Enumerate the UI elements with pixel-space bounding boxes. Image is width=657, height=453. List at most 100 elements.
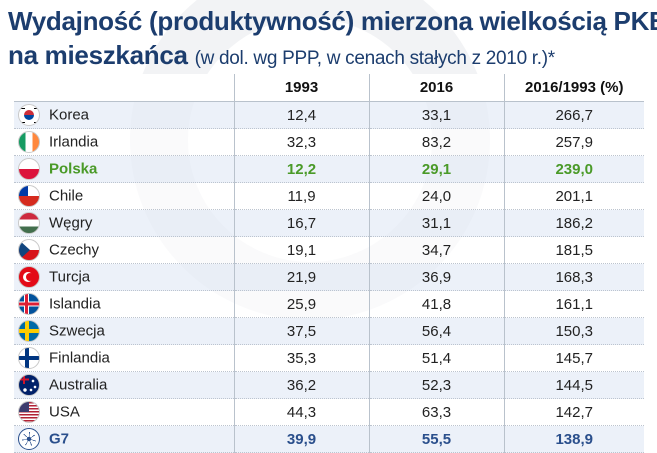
czechia-flag-icon xyxy=(18,239,40,261)
value-1993-cell: 25,9 xyxy=(233,290,369,318)
ratio-cell: 266,7 xyxy=(503,101,644,129)
usa-flag-icon xyxy=(18,401,40,423)
country-cell: Australia xyxy=(14,371,234,399)
productivity-table: 1993 2016 2016/1993 (%) Korea 12,4 33,1 266… xyxy=(14,74,644,453)
turkey-flag-icon xyxy=(18,266,40,288)
table-row: Chile 11,9 24,0 201,1 xyxy=(14,182,644,210)
poland-flag-icon xyxy=(18,158,40,180)
country-cell: Czechy xyxy=(14,236,234,264)
value-2016-cell: 63,3 xyxy=(368,398,504,426)
australia-flag-icon xyxy=(18,374,40,396)
header-2016: 2016 xyxy=(368,74,504,102)
table-row: Korea 12,4 33,1 266,7 xyxy=(14,101,644,129)
value-2016-cell: 34,7 xyxy=(368,236,504,264)
ratio-cell: 142,7 xyxy=(503,398,644,426)
ireland-flag-icon xyxy=(18,131,40,153)
g7-emblem-icon xyxy=(18,428,40,450)
table-row: Szwecja 37,5 56,4 150,3 xyxy=(14,317,644,345)
country-name: Polska xyxy=(49,160,98,178)
ratio-cell: 145,7 xyxy=(503,344,644,372)
sweden-flag-icon xyxy=(18,320,40,342)
title-subtitle: (w dol. wg PPP, w cenach stałych z 2010 … xyxy=(194,48,556,69)
country-name: Szwecja xyxy=(49,322,105,340)
value-2016-cell: 31,1 xyxy=(368,209,504,237)
table-header-row: 1993 2016 2016/1993 (%) xyxy=(14,74,644,102)
country-cell: USA xyxy=(14,398,234,426)
country-name: G7 xyxy=(49,430,70,448)
value-2016-cell: 29,1 xyxy=(368,155,504,183)
country-cell: Chile xyxy=(14,182,234,210)
value-2016-cell: 52,3 xyxy=(368,371,504,399)
header-ratio: 2016/1993 (%) xyxy=(503,74,644,102)
value-1993-cell: 44,3 xyxy=(233,398,369,426)
table-row: Islandia 25,9 41,8 161,1 xyxy=(14,290,644,318)
table-row: Australia 36,2 52,3 144,5 xyxy=(14,371,644,399)
country-name: Islandia xyxy=(49,295,101,313)
value-1993-cell: 37,5 xyxy=(233,317,369,345)
table-row: G7 39,9 55,5 138,9 xyxy=(14,425,644,453)
country-name: Korea xyxy=(49,106,90,124)
value-2016-cell: 83,2 xyxy=(368,128,504,156)
table-row: Czechy 19,1 34,7 181,5 xyxy=(14,236,644,264)
table-row: Finlandia 35,3 51,4 145,7 xyxy=(14,344,644,372)
value-1993-cell: 21,9 xyxy=(233,263,369,291)
header-country xyxy=(14,74,234,102)
ratio-cell: 201,1 xyxy=(503,182,644,210)
value-2016-cell: 55,5 xyxy=(368,425,504,453)
country-name: USA xyxy=(49,403,80,421)
ratio-cell: 186,2 xyxy=(503,209,644,237)
value-1993-cell: 16,7 xyxy=(233,209,369,237)
chile-flag-icon xyxy=(18,185,40,207)
country-cell: Turcja xyxy=(14,263,234,291)
table-row: Irlandia 32,3 83,2 257,9 xyxy=(14,128,644,156)
ratio-cell: 168,3 xyxy=(503,263,644,291)
value-2016-cell: 51,4 xyxy=(368,344,504,372)
ratio-cell: 150,3 xyxy=(503,317,644,345)
south-korea-flag-icon xyxy=(18,104,40,126)
country-cell: Szwecja xyxy=(14,317,234,345)
country-cell: Finlandia xyxy=(14,344,234,372)
country-name: Irlandia xyxy=(49,133,99,151)
ratio-cell: 239,0 xyxy=(503,155,644,183)
ratio-cell: 161,1 xyxy=(503,290,644,318)
ratio-cell: 144,5 xyxy=(503,371,644,399)
value-2016-cell: 33,1 xyxy=(368,101,504,129)
country-name: Finlandia xyxy=(49,349,110,367)
table-row: Polska 12,2 29,1 239,0 xyxy=(14,155,644,183)
value-2016-cell: 36,9 xyxy=(368,263,504,291)
ratio-cell: 181,5 xyxy=(503,236,644,264)
title-line-2: na mieszkańca (w dol. wg PPP, w cenach s… xyxy=(8,38,653,76)
table-row: Węgry 16,7 31,1 186,2 xyxy=(14,209,644,237)
value-1993-cell: 36,2 xyxy=(233,371,369,399)
country-cell: Polska xyxy=(14,155,234,183)
country-name: Australia xyxy=(49,376,108,394)
value-2016-cell: 56,4 xyxy=(368,317,504,345)
iceland-flag-icon xyxy=(18,293,40,315)
table-row: USA 44,3 63,3 142,7 xyxy=(14,398,644,426)
value-1993-cell: 11,9 xyxy=(233,182,369,210)
value-2016-cell: 24,0 xyxy=(368,182,504,210)
value-1993-cell: 12,4 xyxy=(233,101,369,129)
value-1993-cell: 39,9 xyxy=(233,425,369,453)
country-cell: G7 xyxy=(14,425,234,453)
ratio-cell: 138,9 xyxy=(503,425,644,453)
country-name: Turcja xyxy=(49,268,91,286)
country-name: Chile xyxy=(49,187,84,205)
finland-flag-icon xyxy=(18,347,40,369)
value-1993-cell: 19,1 xyxy=(233,236,369,264)
country-name: Węgry xyxy=(49,214,93,232)
country-cell: Irlandia xyxy=(14,128,234,156)
country-name: Czechy xyxy=(49,241,100,259)
title-line-1: Wydajność (produktywność) mierzona wielk… xyxy=(8,6,657,36)
country-cell: Islandia xyxy=(14,290,234,318)
hungary-flag-icon xyxy=(18,212,40,234)
ratio-cell: 257,9 xyxy=(503,128,644,156)
table-row: Turcja 21,9 36,9 168,3 xyxy=(14,263,644,291)
value-1993-cell: 12,2 xyxy=(233,155,369,183)
page-title: Wydajność (produktywność) mierzona wielk… xyxy=(8,4,657,76)
country-cell: Korea xyxy=(14,101,234,129)
value-1993-cell: 35,3 xyxy=(233,344,369,372)
header-1993: 1993 xyxy=(233,74,369,102)
title-line-2-main: na mieszkańca xyxy=(8,40,188,70)
country-cell: Węgry xyxy=(14,209,234,237)
